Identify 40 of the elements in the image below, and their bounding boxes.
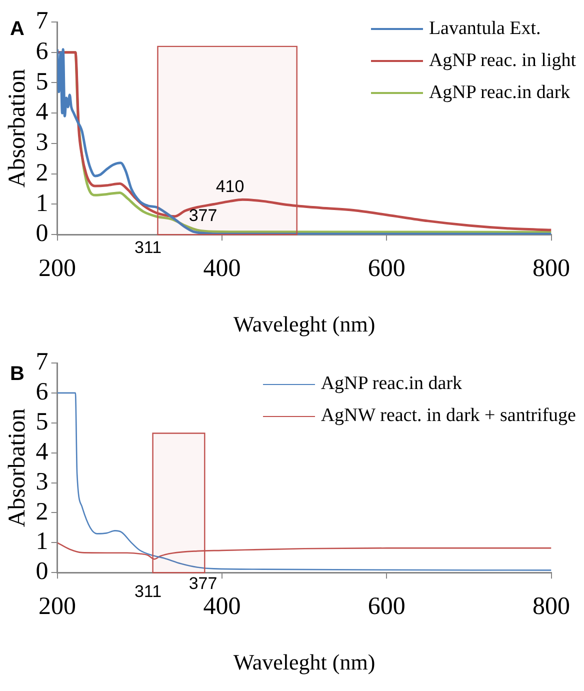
x-tick-label: 200 (38, 593, 76, 620)
x-tick-label: 800 (532, 255, 570, 282)
y-tick-label: 2 (36, 498, 48, 526)
x-tick-label: 800 (532, 593, 570, 620)
legend-label: AgNW react. in dark + santrifuge (320, 405, 576, 427)
y-tick-label: 2 (36, 159, 48, 186)
legend-label: AgNP reac.in dark (428, 82, 570, 104)
y-axis-title: Absorbation (4, 408, 31, 528)
text: 377 (188, 574, 218, 594)
x-tick-label: 200 (38, 255, 76, 282)
y-tick-label: 0 (36, 558, 48, 586)
y-tick-label: 7 (36, 8, 48, 35)
y-tick-label: 6 (36, 38, 48, 65)
x-tick-label: 400 (203, 593, 241, 620)
y-tick-label: 6 (36, 378, 48, 406)
y-tick-label: 4 (36, 438, 49, 466)
text: 311 (134, 582, 162, 602)
x-tick-label: 600 (368, 593, 406, 620)
y-tick-label: 1 (36, 190, 48, 217)
text: 311 (134, 238, 162, 258)
y-tick-label: 1 (36, 528, 48, 556)
annotation: 410 (216, 177, 244, 197)
y-tick-label: 0 (36, 220, 48, 248)
chart-title: A (10, 18, 24, 41)
x-tick-label: 600 (368, 255, 406, 282)
legend-label: Lavantula Ext. (428, 18, 541, 40)
x-axis-title: Waveleght (nm) (233, 650, 376, 675)
legend-label: AgNP reac.in dark (320, 373, 462, 395)
y-tick-label: 5 (36, 408, 48, 436)
y-axis-title: Absorbation (4, 68, 31, 188)
y-tick-label: 4 (36, 98, 49, 126)
y-tick-label: 5 (36, 68, 48, 96)
chart-title: B (10, 363, 24, 386)
y-tick-label: 3 (36, 129, 48, 156)
y-tick-label: 7 (36, 348, 48, 376)
annotation: 377 (188, 206, 218, 226)
x-tick-label: 400 (203, 255, 241, 282)
y-tick-label: 3 (36, 468, 48, 496)
x-axis-title: Waveleght (nm) (233, 312, 376, 337)
legend-label: AgNP reac. in light (428, 50, 576, 72)
